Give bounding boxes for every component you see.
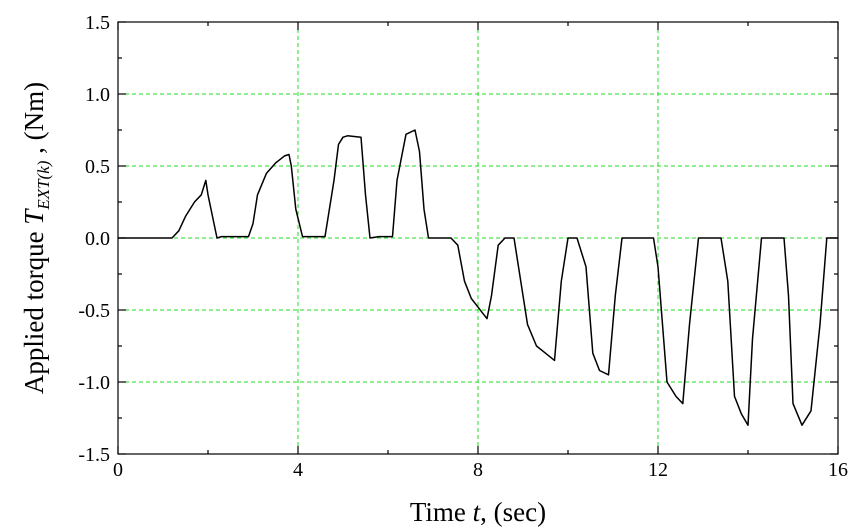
series-layer [118, 129, 838, 426]
y-tick-label: 0.0 [85, 228, 110, 250]
plot-frame [117, 21, 839, 455]
y-tick-label: -1.0 [78, 372, 110, 394]
series-line [118, 129, 838, 426]
y-tick-label: 1.0 [85, 84, 110, 106]
y-tick-label: -1.5 [78, 444, 110, 466]
tick-labels: 0 4 8 12 16 -1.5 -1.0 -0.5 0.0 0.5 1.0 1.5 [78, 12, 848, 481]
y-tick-label: 0.5 [85, 156, 110, 178]
x-tick-label: 8 [473, 459, 483, 481]
grid-lines [118, 22, 838, 454]
x-tick-label: 0 [113, 459, 123, 481]
y-axis-label: Applied torque TEXT(k) , (Nm) [19, 82, 53, 394]
x-axis-label: Time t, (sec) [410, 497, 546, 527]
x-tick-label: 12 [648, 459, 668, 481]
y-tick-label: 1.5 [85, 12, 110, 34]
x-tick-label: 16 [828, 459, 848, 481]
y-tick-label: -0.5 [78, 300, 110, 322]
x-tick-label: 4 [293, 459, 303, 481]
